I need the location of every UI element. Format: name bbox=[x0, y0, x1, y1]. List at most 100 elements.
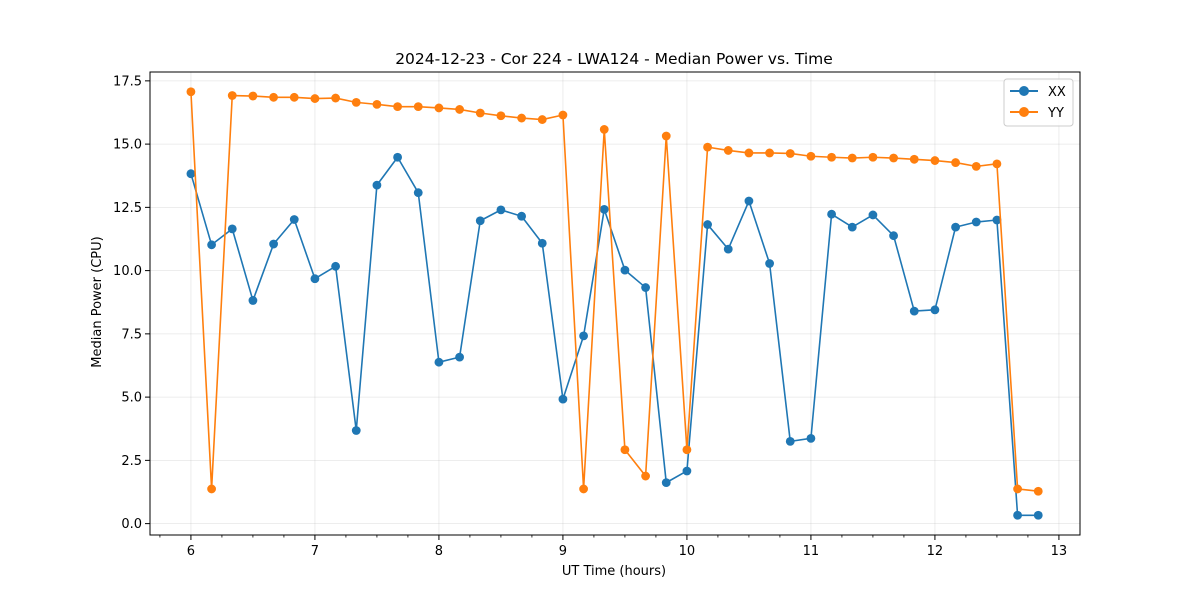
x-tick-label: 7 bbox=[311, 544, 319, 559]
y-axis: 0.0 2.5 5.0 7.5 10.0 12.5 15.0 17.5 bbox=[113, 74, 150, 532]
y-tick-label: 15.0 bbox=[113, 138, 142, 153]
data-point-yy bbox=[744, 148, 754, 158]
data-point-yy bbox=[806, 151, 816, 161]
data-point-xx bbox=[207, 240, 216, 250]
data-point-xx bbox=[331, 261, 340, 271]
y-tick-label: 2.5 bbox=[121, 454, 142, 469]
series-xx bbox=[186, 152, 1043, 520]
data-point-xx bbox=[372, 180, 382, 190]
data-point-yy bbox=[620, 445, 630, 455]
data-point-xx bbox=[475, 216, 485, 226]
data-point-yy bbox=[930, 156, 940, 165]
data-point-yy bbox=[434, 103, 444, 113]
y-axis-label: Median Power (CPU) bbox=[90, 236, 105, 367]
x-tick-label: 13 bbox=[1051, 544, 1068, 559]
data-point-xx bbox=[351, 426, 361, 435]
data-point-xx bbox=[889, 231, 898, 241]
data-point-yy bbox=[909, 154, 919, 164]
data-point-yy bbox=[992, 159, 1002, 169]
data-point-xx bbox=[537, 238, 547, 248]
data-point-yy bbox=[207, 484, 216, 494]
y-tick-label: 12.5 bbox=[113, 201, 142, 216]
data-point-xx bbox=[641, 283, 650, 292]
data-point-xx bbox=[289, 215, 299, 224]
data-point-xx bbox=[971, 217, 981, 227]
data-point-xx bbox=[186, 169, 196, 179]
data-point-yy bbox=[372, 99, 382, 109]
data-point-xx bbox=[517, 211, 526, 221]
data-point-yy bbox=[310, 94, 320, 103]
x-tick-label: 6 bbox=[187, 544, 195, 559]
data-point-yy bbox=[785, 149, 795, 158]
data-point-xx bbox=[620, 265, 630, 275]
data-point-xx bbox=[827, 209, 836, 219]
data-point-yy bbox=[475, 108, 485, 118]
data-point-yy bbox=[723, 146, 733, 155]
data-point-xx bbox=[847, 222, 857, 232]
y-tick-label: 7.5 bbox=[121, 327, 142, 342]
data-point-xx bbox=[765, 259, 774, 268]
data-point-yy bbox=[951, 158, 960, 167]
legend: XX YY bbox=[1003, 78, 1074, 127]
data-point-yy bbox=[186, 87, 196, 97]
data-point-xx bbox=[661, 478, 671, 488]
data-point-yy bbox=[1033, 486, 1043, 496]
data-point-xx bbox=[248, 296, 258, 305]
data-point-xx bbox=[227, 224, 237, 234]
plot-frame bbox=[149, 71, 1081, 536]
legend-marker-yy bbox=[1019, 107, 1029, 117]
series-yy bbox=[186, 87, 1043, 496]
x-tick-label: 12 bbox=[927, 544, 944, 559]
legend-label-xx: XX bbox=[1048, 85, 1066, 100]
data-point-xx bbox=[1033, 510, 1043, 520]
grid-lines bbox=[150, 72, 1080, 535]
data-point-yy bbox=[537, 115, 547, 124]
data-point-yy bbox=[517, 113, 526, 123]
data-point-yy bbox=[661, 131, 671, 141]
data-point-yy bbox=[599, 125, 609, 134]
data-point-yy bbox=[889, 153, 898, 163]
y-tick-label: 17.5 bbox=[113, 74, 142, 89]
data-point-xx bbox=[785, 436, 795, 446]
data-point-xx bbox=[496, 205, 506, 215]
data-point-yy bbox=[641, 471, 650, 481]
data-point-xx bbox=[269, 239, 278, 249]
chart-title: 2024-12-23 - Cor 224 - LWA124 - Median P… bbox=[395, 50, 833, 68]
data-point-yy bbox=[579, 484, 588, 494]
data-point-xx bbox=[806, 433, 816, 443]
data-point-yy bbox=[558, 110, 568, 120]
data-point-xx bbox=[393, 152, 402, 162]
legend-label-yy: YY bbox=[1047, 106, 1064, 121]
data-point-xx bbox=[434, 357, 444, 367]
data-point-yy bbox=[289, 92, 299, 102]
data-point-xx bbox=[951, 222, 960, 232]
data-point-xx bbox=[455, 352, 464, 362]
legend-entry-yy: YY bbox=[1010, 106, 1064, 121]
data-point-xx bbox=[599, 204, 609, 214]
legend-entry-xx: XX bbox=[1010, 85, 1066, 100]
data-point-yy bbox=[351, 97, 361, 107]
data-point-yy bbox=[827, 152, 836, 162]
data-point-xx bbox=[703, 220, 712, 229]
data-point-yy bbox=[847, 153, 857, 163]
x-axis: 6 7 8 9 10 11 12 13 bbox=[159, 535, 1068, 559]
y-tick-label: 0.0 bbox=[121, 517, 142, 532]
data-point-yy bbox=[682, 445, 692, 455]
x-tick-label: 11 bbox=[803, 544, 820, 559]
data-point-xx bbox=[558, 394, 568, 404]
data-point-yy bbox=[496, 111, 506, 121]
data-point-yy bbox=[393, 102, 402, 112]
data-point-xx bbox=[930, 305, 940, 315]
data-point-xx bbox=[579, 331, 588, 341]
x-tick-label: 10 bbox=[679, 544, 696, 559]
data-point-xx bbox=[868, 210, 878, 220]
data-point-xx bbox=[992, 215, 1002, 225]
data-point-xx bbox=[723, 244, 733, 254]
data-point-xx bbox=[682, 466, 692, 476]
data-point-yy bbox=[1013, 484, 1022, 494]
x-tick-label: 8 bbox=[435, 544, 443, 559]
y-tick-label: 10.0 bbox=[113, 264, 142, 279]
x-tick-label: 9 bbox=[559, 544, 567, 559]
